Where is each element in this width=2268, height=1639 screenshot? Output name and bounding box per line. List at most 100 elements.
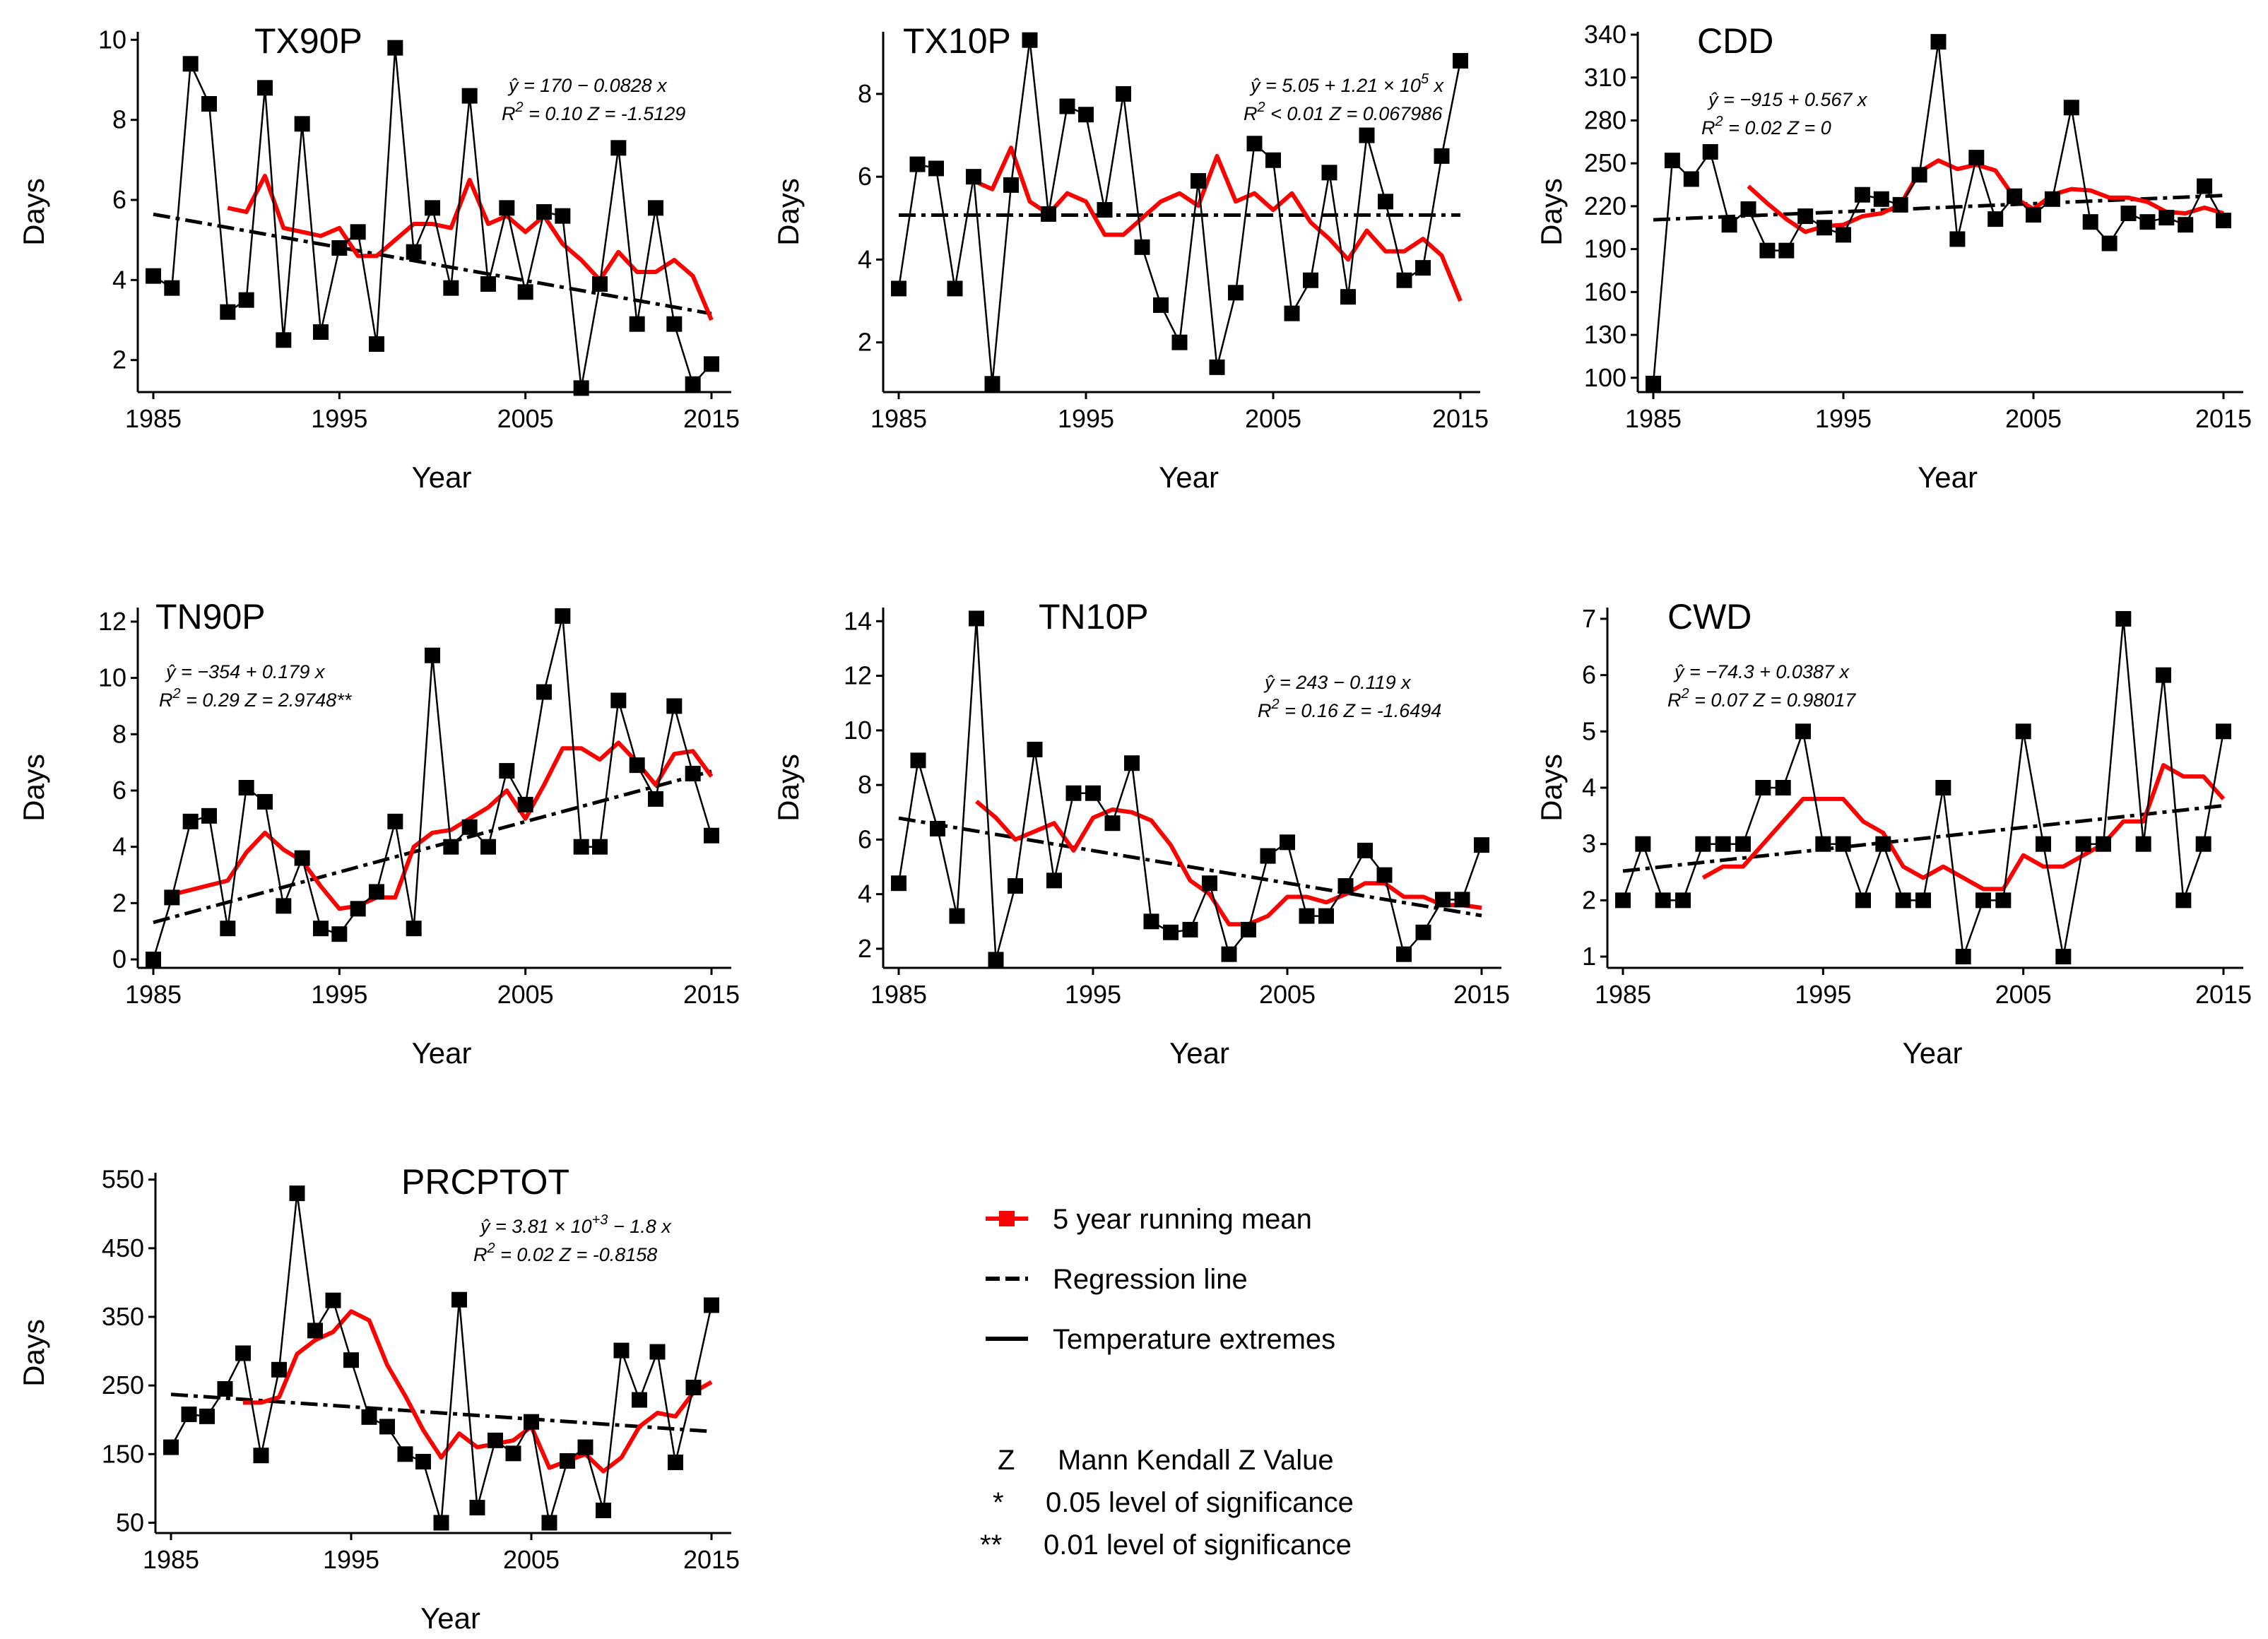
data-point — [541, 1515, 557, 1531]
data-point — [2055, 949, 2072, 965]
data-point — [1755, 780, 1771, 795]
data-point — [1795, 723, 1811, 740]
data-point — [1376, 867, 1393, 883]
data-point — [1875, 836, 1891, 852]
chart-title: CWD — [1667, 597, 1752, 637]
data-point — [182, 813, 199, 829]
data-point — [443, 280, 459, 296]
data-point — [1396, 272, 1412, 288]
data-point — [649, 1344, 666, 1360]
equation-text: ŷ = −915 + 0.567 x — [1707, 89, 1868, 110]
data-point — [276, 898, 292, 914]
data-point — [1246, 136, 1263, 152]
data-point — [1299, 908, 1315, 924]
data-point — [966, 169, 981, 185]
chart-tn10p: 2 4 6 8 10 12 14 1985 1995 2005 2015 Year Days TN10P ŷ… — [772, 597, 1510, 1070]
data-point — [969, 610, 984, 627]
data-point — [1930, 34, 1947, 50]
data-point — [505, 1445, 521, 1462]
data-line — [897, 618, 1483, 960]
legend-sig1-symbol: * — [993, 1487, 1004, 1518]
legend-z-symbol: Z — [998, 1445, 1015, 1476]
data-point — [1260, 848, 1276, 864]
x-tick-label: 2015 — [1432, 404, 1489, 433]
data-point — [685, 766, 701, 782]
data-point — [1280, 834, 1295, 851]
data-point — [369, 336, 384, 352]
data-point — [146, 952, 161, 968]
y-tick-label: 12 — [98, 607, 126, 636]
r2-text: R2 < 0.01 Z = 0.067986 — [1244, 100, 1443, 124]
y-tick-label: 130 — [1584, 320, 1626, 349]
x-tick-label: 2005 — [497, 980, 554, 1009]
data-point — [480, 839, 496, 855]
y-tick-label: 0 — [112, 945, 126, 974]
data-point — [1059, 98, 1075, 114]
y-tick-label: 4 — [858, 244, 872, 273]
data-point — [361, 1409, 377, 1425]
data-point — [1191, 173, 1206, 189]
data-point — [425, 647, 440, 663]
data-point — [2036, 836, 2051, 852]
x-tick-label: 1985 — [125, 980, 182, 1009]
data-point — [517, 284, 533, 300]
data-point — [1797, 208, 1814, 225]
data-point — [201, 807, 217, 824]
y-tick-label: 10 — [98, 663, 126, 692]
data-point — [1453, 53, 1468, 69]
data-point — [325, 1292, 341, 1308]
chart-title: TN10P — [1039, 597, 1149, 637]
y-axis-label: Days — [17, 178, 50, 246]
x-axis-label: Year — [1918, 461, 1978, 494]
chart-title: TX90P — [254, 21, 362, 61]
y-tick-label: 8 — [858, 79, 872, 108]
data-point — [610, 692, 627, 709]
y-tick-label: 6 — [112, 776, 126, 805]
data-point — [1065, 785, 1082, 801]
y-tick-label: 5 — [1582, 716, 1596, 745]
data-point — [2015, 723, 2031, 740]
x-tick-label: 2015 — [683, 980, 740, 1009]
data-point — [1759, 242, 1776, 259]
y-axis-label: Days — [1535, 754, 1568, 822]
x-tick-label: 2005 — [503, 1545, 560, 1574]
data-point — [629, 316, 645, 332]
y-tick-label: 2 — [858, 328, 872, 357]
data-point — [1241, 921, 1256, 937]
data-point — [276, 332, 292, 348]
chart-title: TX10P — [903, 21, 1011, 61]
x-axis-label: Year — [420, 1602, 480, 1635]
x-tick-label: 1995 — [1815, 404, 1872, 433]
data-point — [1171, 334, 1188, 350]
data-point — [1097, 202, 1113, 218]
y-tick-label: 1 — [1582, 942, 1596, 971]
data-point — [1124, 755, 1140, 771]
x-tick-label: 1995 — [323, 1545, 379, 1574]
data-point — [271, 1361, 287, 1378]
data-point — [1116, 85, 1131, 102]
data-point — [1911, 167, 1927, 183]
data-point — [1182, 921, 1198, 937]
data-point — [425, 200, 440, 216]
data-point — [253, 1448, 269, 1464]
y-tick-label: 6 — [1582, 661, 1596, 690]
data-point — [1163, 924, 1179, 940]
data-point — [984, 376, 1000, 392]
data-point — [1778, 242, 1795, 259]
data-point — [181, 1406, 197, 1422]
data-point — [1003, 177, 1019, 193]
data-point — [517, 796, 533, 812]
chart-prcptot: 50 150 250 350 450 550 1985 1995 2005 2015 Year Day… — [17, 1162, 740, 1635]
data-point — [397, 1446, 413, 1462]
legend-z-desc: Mann Kendall Z Value — [1058, 1445, 1334, 1476]
data-point — [1265, 152, 1281, 168]
data-point — [1740, 201, 1756, 217]
data-point — [685, 1380, 702, 1396]
y-tick-label: 100 — [1584, 363, 1626, 392]
data-point — [1895, 892, 1911, 909]
data-point — [1202, 875, 1217, 892]
y-tick-label: 4 — [112, 265, 126, 294]
data-point — [1454, 892, 1470, 908]
y-tick-label: 350 — [102, 1302, 144, 1331]
data-point — [1775, 780, 1791, 795]
